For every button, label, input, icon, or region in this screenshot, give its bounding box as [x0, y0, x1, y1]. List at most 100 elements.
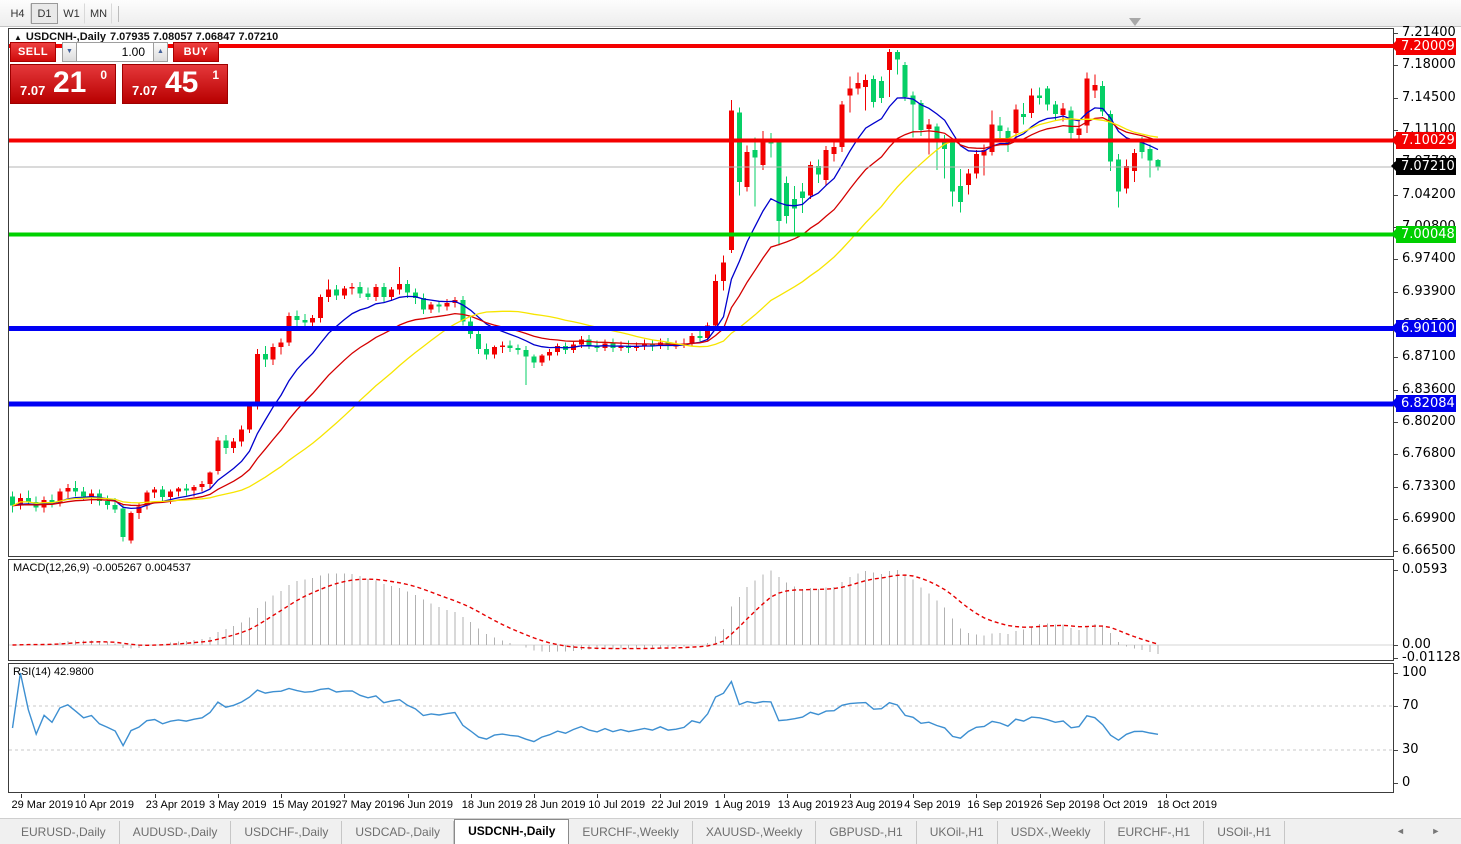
chart-tab-eurchf-weekly[interactable]: EURCHF-,Weekly: [569, 821, 693, 844]
timeframe-button-w1[interactable]: W1: [58, 3, 85, 24]
date-tick: [850, 794, 851, 798]
date-tick: [786, 794, 788, 798]
price-tick-label: 6.97400: [1402, 251, 1456, 267]
symbol-triangle-icon: ▲: [14, 32, 22, 42]
macd-pane[interactable]: MACD(12,26,9) -0.005267 0.004537: [8, 559, 1394, 661]
rsi-pane[interactable]: RSI(14) 42.9800: [8, 663, 1394, 793]
axis-tick: [1394, 98, 1398, 100]
axis-tick: [1394, 570, 1398, 571]
price-tick-label: 6.69900: [1402, 510, 1456, 526]
price-tick-label: 6.87100: [1402, 348, 1456, 364]
price-tag-7.20009: 7.20009: [1391, 37, 1456, 55]
date-tick: [281, 794, 283, 798]
date-tick: [154, 794, 156, 798]
rsi-axis-label: 100: [1402, 665, 1427, 680]
date-tick: [913, 794, 915, 798]
date-label: 8 Oct 2019: [1093, 799, 1148, 811]
buy-price-box[interactable]: 7.07 45 1: [122, 64, 228, 104]
buy-price-prefix: 7.07: [132, 83, 158, 98]
price-tick-label: 6.80200: [1402, 413, 1456, 429]
chart-tab-usdcnh-daily[interactable]: USDCNH-,Daily: [454, 819, 570, 844]
sell-price-big: 21: [53, 66, 87, 99]
date-label: 4 Sep 2019: [904, 799, 961, 811]
chart-shift-marker-icon[interactable]: [1129, 18, 1141, 26]
axis-tick: [1394, 706, 1398, 707]
chart-ohlc-values: 7.07935 7.08057 7.06847 7.07210: [110, 31, 279, 43]
axis-tick: [1394, 33, 1398, 34]
date-tick: [597, 794, 599, 798]
date-tick: [723, 794, 725, 798]
rsi-chart: [9, 672, 1393, 751]
chart-tab-usdx-weekly[interactable]: USDX-,Weekly: [998, 821, 1105, 844]
rsi-axis-label: 0: [1402, 775, 1411, 790]
price-tag-6.90100: 6.90100: [1391, 319, 1456, 337]
axis-tick: [1394, 550, 1398, 552]
date-tick: [407, 794, 409, 798]
buy-button[interactable]: BUY: [173, 42, 219, 62]
date-label: 26 Sep 2019: [1030, 799, 1093, 811]
price-tick-label: 7.14500: [1402, 90, 1456, 106]
sell-price-prefix: 7.07: [20, 83, 46, 98]
date-label: 16 Sep 2019: [967, 799, 1030, 811]
price-tick-label: 6.83600: [1402, 381, 1456, 397]
chart-tab-usdchf-daily[interactable]: USDCHF-,Daily: [231, 821, 343, 844]
price-tick-label: 6.76800: [1402, 445, 1456, 461]
price-axis[interactable]: 7.214007.180007.145007.111007.077007.042…: [1391, 25, 1461, 793]
volume-decrease-button[interactable]: ▼: [62, 42, 77, 62]
price-tag-7.10029: 7.10029: [1391, 131, 1456, 149]
volume-increase-button[interactable]: ▲: [153, 42, 168, 62]
sell-price-box[interactable]: 7.07 21 0: [10, 64, 116, 104]
timeframe-button-mn[interactable]: MN: [85, 3, 112, 24]
axis-tick: [1394, 486, 1398, 488]
chart-tab-eurusd-daily[interactable]: EURUSD-,Daily: [8, 821, 120, 844]
chart-tab-usoil-h1[interactable]: USOil-,H1: [1204, 821, 1286, 844]
date-axis[interactable]: 29 Mar 2019 10 Apr 2019 23 Apr 2019 3 May 2…: [8, 794, 1394, 814]
sell-button[interactable]: SELL: [10, 42, 56, 62]
axis-tick: [1394, 658, 1398, 659]
date-label: 18 Jun 2019: [461, 799, 523, 811]
axis-tick: [1394, 195, 1398, 197]
date-label: 22 Jul 2019: [651, 799, 709, 811]
axis-tick: [1394, 518, 1398, 520]
chart-tab-audusd-daily[interactable]: AUDUSD-,Daily: [120, 821, 232, 844]
chart-tab-xauusd-weekly[interactable]: XAUUSD-,Weekly: [693, 821, 817, 844]
price-tick-label: 7.21400: [1402, 25, 1456, 40]
chart-tab-gbpusd-h1[interactable]: GBPUSD-,H1: [816, 821, 917, 844]
axis-tick: [1394, 783, 1398, 784]
axis-tick: [1394, 65, 1398, 67]
chart-tab-ukoil-h1[interactable]: UKOil-,H1: [917, 821, 998, 844]
macd-axis-label: 0.00: [1402, 637, 1431, 652]
timeframe-button-d1[interactable]: D1: [31, 3, 58, 24]
date-label: 1 Aug 2019: [714, 799, 771, 811]
top-toolbar: H4 D1 W1 MN: [0, 0, 1461, 27]
date-tick: [1102, 794, 1104, 798]
date-label: 18 Oct 2019: [1157, 799, 1217, 811]
chart-tab-bar: EURUSD-,Daily AUDUSD-,Daily USDCHF-,Daily U…: [0, 818, 1461, 844]
chart-symbol-label: USDCNH-,Daily: [25, 31, 106, 43]
chart-tab-eurchf-h1[interactable]: EURCHF-,H1: [1105, 821, 1205, 844]
date-tick: [1166, 794, 1167, 798]
axis-tick: [1394, 259, 1398, 261]
axis-tick: [1394, 453, 1398, 455]
rsi-axis-label: 70: [1402, 698, 1419, 713]
date-tick: [83, 794, 85, 798]
axis-tick: [1394, 389, 1398, 391]
rsi-label: RSI(14) 42.9800: [13, 666, 94, 678]
price-tick-label: 7.18000: [1402, 57, 1456, 73]
date-label: 13 Aug 2019: [777, 799, 840, 811]
date-tick: [344, 794, 346, 798]
volume-input[interactable]: [77, 42, 153, 62]
date-label: 3 May 2019: [209, 799, 267, 811]
toolbar-separator: [118, 5, 119, 22]
macd-label: MACD(12,26,9) -0.005267 0.004537: [13, 562, 191, 574]
macd-chart: [9, 570, 1393, 654]
date-tick: [1039, 794, 1041, 798]
price-tag-7.00048: 7.00048: [1391, 225, 1456, 243]
axis-tick: [1394, 673, 1398, 674]
tab-scroll-arrows[interactable]: ◄ ►: [1396, 826, 1453, 836]
chart-tab-usdcad-daily[interactable]: USDCAD-,Daily: [342, 821, 455, 844]
price-chart-pane[interactable]: [8, 28, 1394, 557]
sell-price-sup: 0: [100, 68, 107, 82]
timeframe-button-h4[interactable]: H4: [4, 3, 31, 24]
